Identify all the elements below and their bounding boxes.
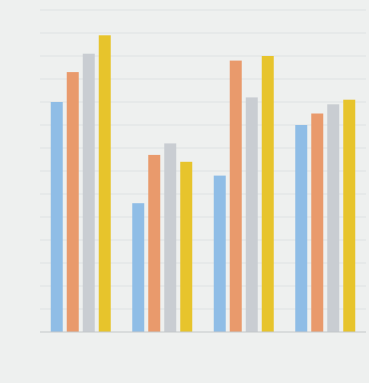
bar — [148, 154, 161, 332]
bar-series — [50, 35, 356, 333]
bar — [261, 56, 274, 332]
bar — [82, 53, 95, 332]
bar — [213, 175, 226, 332]
bar — [229, 60, 242, 332]
bar — [327, 104, 340, 332]
bar — [66, 72, 79, 332]
bar — [50, 102, 63, 332]
bar — [180, 161, 193, 332]
bar — [311, 113, 324, 332]
bar — [132, 203, 145, 332]
bar — [98, 35, 111, 333]
bar — [164, 143, 177, 332]
bar — [295, 125, 308, 332]
bar — [343, 99, 356, 332]
bar — [245, 97, 258, 333]
